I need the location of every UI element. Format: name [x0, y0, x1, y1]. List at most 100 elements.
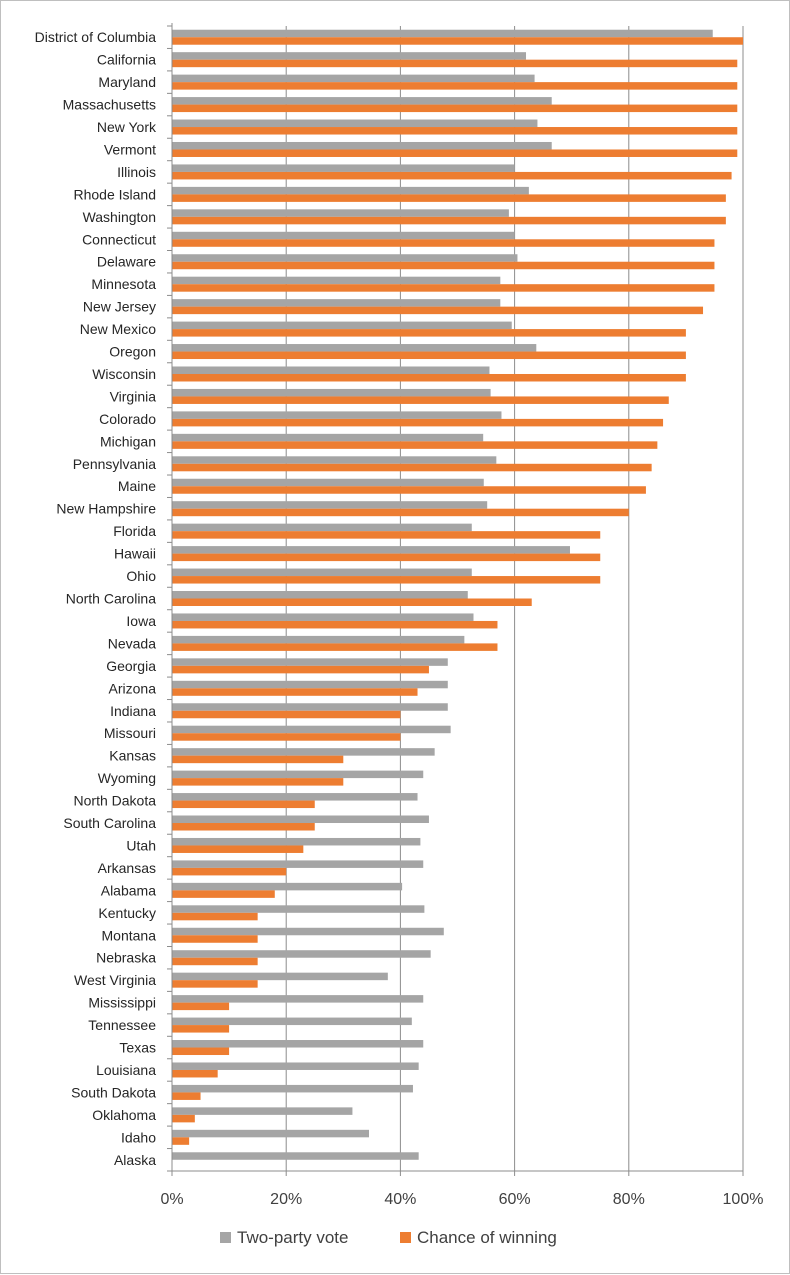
- bar-chance-of-winning-north-dakota: [172, 800, 315, 809]
- bar-chance-of-winning-colorado: [172, 418, 664, 427]
- category-label: California: [97, 52, 156, 68]
- bar-chance-of-winning-idaho: [172, 1137, 190, 1145]
- bar-two-party-vote-new-jersey: [172, 299, 501, 307]
- bars: [172, 29, 743, 1160]
- bar-chance-of-winning-iowa: [172, 620, 498, 629]
- bar-two-party-vote-minnesota: [172, 276, 501, 285]
- category-label: Arizona: [109, 680, 157, 696]
- bar-chance-of-winning-illinois: [172, 171, 732, 180]
- x-tick-label: 40%: [384, 1191, 416, 1208]
- bar-two-party-vote-iowa: [172, 613, 474, 621]
- bar-chance-of-winning-virginia: [172, 396, 669, 404]
- legend-label-two-party-vote: Two-party vote: [237, 1228, 349, 1247]
- bar-two-party-vote-north-carolina: [172, 591, 468, 599]
- category-label: Alabama: [101, 882, 156, 898]
- bar-two-party-vote-arizona: [172, 680, 448, 689]
- category-label: Pennsylvania: [73, 456, 156, 472]
- bar-chance-of-winning-arizona: [172, 688, 418, 696]
- x-tick-label: 100%: [723, 1191, 764, 1208]
- bar-two-party-vote-mississippi: [172, 995, 424, 1003]
- category-label: Alaska: [114, 1152, 156, 1168]
- category-label: Wisconsin: [92, 366, 156, 382]
- category-label: Missouri: [104, 725, 156, 741]
- category-label: Idaho: [121, 1129, 156, 1145]
- category-label: New York: [97, 119, 157, 135]
- bar-chance-of-winning-alabama: [172, 890, 275, 898]
- category-label: Maryland: [98, 74, 156, 90]
- bar-two-party-vote-illinois: [172, 164, 515, 172]
- bar-chance-of-winning-nevada: [172, 643, 498, 651]
- bar-two-party-vote-alaska: [172, 1152, 419, 1160]
- category-label: Delaware: [97, 254, 156, 270]
- bar-two-party-vote-ohio: [172, 568, 472, 577]
- category-label: Illinois: [117, 164, 156, 180]
- category-label: Minnesota: [91, 276, 156, 292]
- category-labels: District of Columbia California Maryland Ma…: [35, 29, 157, 1168]
- bar-two-party-vote-south-dakota: [172, 1084, 413, 1093]
- bar-chance-of-winning-new-york: [172, 127, 738, 135]
- x-tick-label: 60%: [499, 1191, 531, 1208]
- bar-two-party-vote-kansas: [172, 748, 435, 756]
- bar-two-party-vote-hawaii: [172, 546, 570, 554]
- x-tick-label: 0%: [160, 1191, 183, 1208]
- bar-two-party-vote-wyoming: [172, 770, 424, 779]
- bar-two-party-vote-georgia: [172, 658, 448, 666]
- bar-two-party-vote-texas: [172, 1040, 424, 1048]
- bar-chance-of-winning-nebraska: [172, 957, 258, 966]
- x-tick-label: 80%: [613, 1191, 645, 1208]
- bar-two-party-vote-wisconsin: [172, 366, 490, 374]
- bar-chance-of-winning-new-jersey: [172, 306, 704, 315]
- bar-two-party-vote-connecticut: [172, 231, 515, 240]
- bar-two-party-vote-florida: [172, 523, 472, 532]
- category-label: New Mexico: [80, 321, 156, 337]
- bar-chance-of-winning-district-of-columbia: [172, 37, 743, 45]
- bar-chance-of-winning-washington: [172, 216, 726, 225]
- category-label: Virginia: [110, 388, 157, 404]
- category-label: South Dakota: [71, 1084, 156, 1100]
- bar-two-party-vote-nevada: [172, 635, 465, 644]
- category-label: Colorado: [99, 411, 156, 427]
- category-label: South Carolina: [63, 815, 156, 831]
- bar-chance-of-winning-louisiana: [172, 1069, 218, 1078]
- category-label: Massachusetts: [63, 97, 156, 113]
- bar-chance-of-winning-mississippi: [172, 1002, 230, 1011]
- bar-two-party-vote-missouri: [172, 725, 451, 734]
- bar-chance-of-winning-west-virginia: [172, 980, 258, 988]
- bar-chance-of-winning-utah: [172, 845, 304, 853]
- category-label: Nebraska: [96, 950, 156, 966]
- bar-two-party-vote-district-of-columbia: [172, 29, 713, 38]
- category-label: Texas: [119, 1040, 156, 1056]
- bar-chance-of-winning-missouri: [172, 733, 401, 741]
- bar-two-party-vote-vermont: [172, 141, 552, 150]
- bar-chance-of-winning-indiana: [172, 710, 401, 719]
- category-label: New Hampshire: [56, 501, 156, 517]
- bar-chance-of-winning-rhode-island: [172, 194, 726, 202]
- bar-two-party-vote-new-mexico: [172, 321, 512, 330]
- legend-swatch-chance-of-winning: [400, 1232, 411, 1243]
- bar-chance-of-winning-kansas: [172, 755, 344, 764]
- bar-chance-of-winning-south-dakota: [172, 1092, 201, 1100]
- legend: Two-party vote Chance of winning: [220, 1228, 557, 1247]
- bar-chance-of-winning-wyoming: [172, 778, 344, 786]
- category-label: Florida: [113, 523, 156, 539]
- category-label: Iowa: [126, 613, 156, 629]
- category-label: Oklahoma: [92, 1107, 156, 1123]
- category-label: Louisiana: [96, 1062, 156, 1078]
- bar-two-party-vote-nebraska: [172, 950, 431, 958]
- bar-two-party-vote-tennessee: [172, 1017, 412, 1026]
- bar-chance-of-winning-hawaii: [172, 553, 601, 562]
- bar-two-party-vote-oregon: [172, 344, 537, 352]
- bar-two-party-vote-alabama: [172, 882, 403, 891]
- category-label: Wyoming: [98, 770, 156, 786]
- category-label: Oregon: [109, 344, 156, 360]
- bar-chance-of-winning-south-carolina: [172, 823, 315, 831]
- bar-two-party-vote-louisiana: [172, 1062, 419, 1070]
- bar-chance-of-winning-maryland: [172, 82, 738, 90]
- category-label: Michigan: [100, 433, 156, 449]
- bar-two-party-vote-maryland: [172, 74, 535, 83]
- bar-chance-of-winning-massachusetts: [172, 104, 738, 113]
- category-label: Ohio: [126, 568, 156, 584]
- category-label: Maine: [118, 478, 156, 494]
- axes: [167, 23, 744, 1176]
